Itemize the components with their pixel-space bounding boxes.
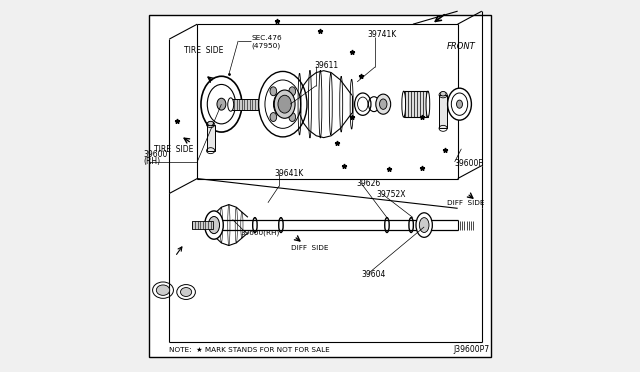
Text: SEC.476: SEC.476 [251,35,282,41]
Text: TIRE  SIDE: TIRE SIDE [184,46,223,55]
Ellipse shape [402,91,406,117]
Text: 39600(RH): 39600(RH) [240,230,279,237]
Ellipse shape [416,213,433,237]
Ellipse shape [426,91,429,117]
Text: J39600P7: J39600P7 [453,344,489,353]
Ellipse shape [289,87,296,96]
Ellipse shape [205,211,223,239]
Ellipse shape [278,95,291,113]
Ellipse shape [207,121,214,126]
Bar [231,99,264,110]
Text: NOTE:  ★ MARK STANDS FOR NOT FOR SALE: NOTE: ★ MARK STANDS FOR NOT FOR SALE [170,347,330,353]
Bar [439,95,447,128]
Ellipse shape [380,99,387,109]
Text: 39604: 39604 [362,270,386,279]
Bar [207,125,215,151]
Ellipse shape [270,87,276,96]
Text: 39752X: 39752X [376,190,406,199]
Ellipse shape [259,71,307,137]
Text: 39626: 39626 [356,179,381,187]
Ellipse shape [201,76,242,132]
Text: (RH): (RH) [143,157,161,166]
Text: DIFF  SIDE: DIFF SIDE [447,200,484,206]
Text: 39611: 39611 [314,61,338,70]
Ellipse shape [180,288,191,296]
Text: DIFF  SIDE: DIFF SIDE [291,245,328,251]
Ellipse shape [217,98,226,110]
Ellipse shape [376,94,390,114]
Text: 39741K: 39741K [367,30,397,39]
Ellipse shape [156,285,170,295]
Text: (47950): (47950) [251,42,280,49]
Bar [191,221,213,229]
Ellipse shape [275,90,295,118]
Ellipse shape [228,98,234,111]
Text: TIRE  SIDE: TIRE SIDE [154,145,194,154]
Ellipse shape [456,100,463,108]
Text: FRONT: FRONT [447,42,476,51]
Ellipse shape [209,217,220,234]
Ellipse shape [270,113,276,122]
Bar [404,91,428,117]
Text: 39600: 39600 [143,150,168,159]
Ellipse shape [447,88,472,120]
Ellipse shape [273,92,292,117]
Ellipse shape [440,92,446,96]
Text: 39641K: 39641K [275,169,304,178]
Ellipse shape [419,218,429,232]
Text: 39600F: 39600F [454,159,483,168]
Ellipse shape [289,113,296,122]
